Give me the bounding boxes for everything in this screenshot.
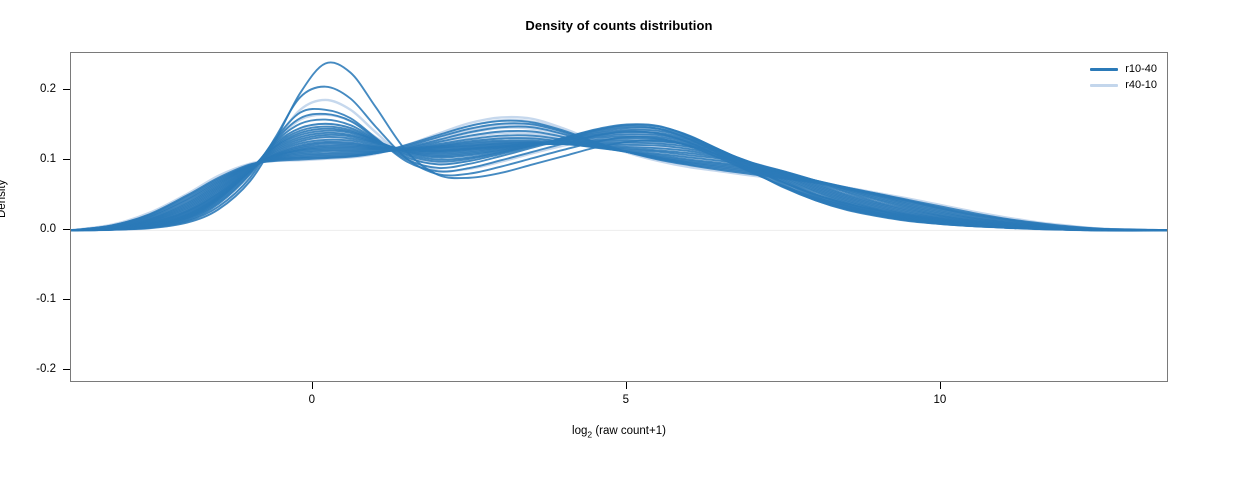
plot-area: r10-40 r40-10 <box>70 52 1168 382</box>
y-tick-label: 0.2 <box>40 83 56 96</box>
y-axis-title: Density <box>0 179 8 218</box>
density-curve <box>71 119 1167 232</box>
y-tick-mark <box>63 369 70 371</box>
x-tick-mark <box>939 382 941 389</box>
y-tick-label: -0.2 <box>36 363 56 376</box>
x-tick-label: 5 <box>622 394 630 406</box>
legend-item-r40-10[interactable]: r40-10 <box>1090 79 1157 91</box>
y-tick-label: 0.0 <box>40 223 56 236</box>
y-tick-mark <box>63 159 70 161</box>
x-axis-title-suffix: (raw count+1) <box>592 425 666 437</box>
x-tick-mark <box>625 382 627 389</box>
chart-title: Density of counts distribution <box>525 18 713 33</box>
y-tick-mark <box>63 89 70 91</box>
legend-label: r40-10 <box>1125 79 1157 91</box>
y-tick-label: -0.1 <box>36 293 56 306</box>
x-tick-mark <box>311 382 313 389</box>
y-tick-mark <box>63 229 70 231</box>
legend-swatch-r10-40 <box>1090 67 1119 71</box>
density-curves <box>71 61 1167 232</box>
x-tick-label: 10 <box>933 394 947 406</box>
x-tick-label: 0 <box>308 394 315 406</box>
density-curve <box>71 98 1167 232</box>
legend: r10-40 r40-10 <box>1086 61 1161 93</box>
legend-label: r10-40 <box>1125 63 1157 75</box>
density-curve <box>71 85 1167 232</box>
legend-item-r10-40[interactable]: r10-40 <box>1090 63 1157 75</box>
x-axis-title-prefix: log <box>572 425 588 437</box>
legend-swatch-r40-10 <box>1090 83 1119 87</box>
x-axis-title-subscript: 2 <box>587 429 593 440</box>
y-tick-label: 0.1 <box>40 153 56 166</box>
x-axis-title: log2 (raw count+1) <box>0 425 1238 439</box>
y-tick-mark <box>63 299 70 301</box>
